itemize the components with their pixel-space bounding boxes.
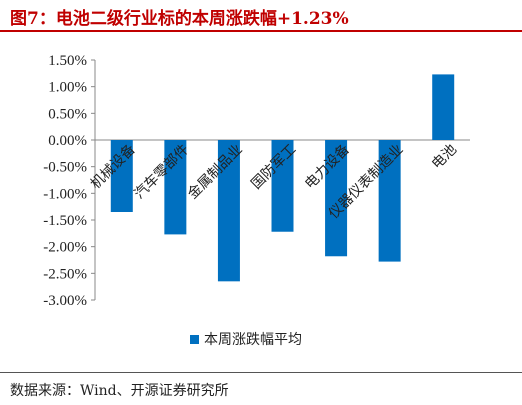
legend-label: 本周涨跌幅平均: [204, 332, 302, 348]
source-note: 数据来源：Wind、开源证券研究所: [10, 383, 229, 399]
bar-chart: 1.50% 1.00% 0.50% 0.00% -0.50% -1.00% -1.50% -2…: [43, 53, 470, 348]
chart-title: 图7：电池二级行业标的本周涨跌幅+1.23%: [10, 9, 349, 29]
y-tick-label: 0.00%: [48, 133, 87, 149]
y-tick-label: -2.00%: [43, 240, 87, 256]
bar: [164, 140, 187, 235]
bar: [432, 74, 455, 140]
bar: [110, 140, 133, 212]
y-tick-label: -2.50%: [43, 266, 87, 282]
title-divider: [0, 30, 522, 32]
bar: [217, 140, 240, 282]
y-tick-label: 1.50%: [48, 53, 87, 69]
bar: [325, 140, 348, 257]
legend-swatch: [190, 335, 199, 344]
x-category-label: 电池: [429, 142, 460, 173]
y-tick-label: -1.00%: [43, 186, 87, 202]
y-tick-label: -1.50%: [43, 213, 87, 229]
footer-divider: [0, 372, 522, 373]
y-tick-label: -3.00%: [43, 293, 87, 309]
y-tick-label: 1.00%: [48, 80, 87, 96]
bar: [271, 140, 294, 232]
y-tick-label: 0.50%: [48, 106, 87, 122]
bar: [378, 140, 401, 262]
y-tick-label: -0.50%: [43, 160, 87, 176]
